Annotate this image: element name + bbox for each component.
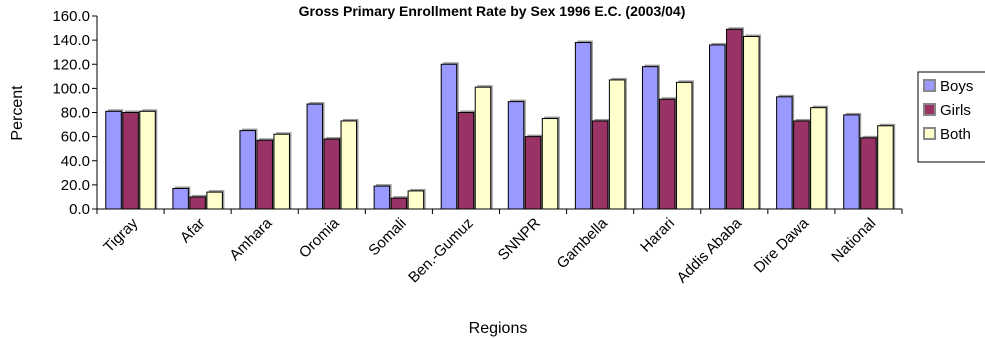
chart-title: Gross Primary Enrollment Rate by Sex 199… bbox=[299, 3, 686, 19]
bar-boys bbox=[641, 66, 659, 210]
bar-both bbox=[340, 120, 358, 210]
bar-boys bbox=[709, 44, 726, 210]
x-tick-label: Oromia bbox=[296, 214, 343, 261]
y-tick-label: 40.0 bbox=[61, 153, 90, 170]
y-tick-label: 120.0 bbox=[52, 56, 90, 73]
bar-boys bbox=[507, 101, 525, 210]
legend-swatch-boys bbox=[923, 79, 936, 92]
bar-boys bbox=[440, 63, 458, 210]
bar-girls bbox=[323, 138, 341, 210]
x-tick-label: Addis Ababa bbox=[674, 214, 746, 286]
bar-boys bbox=[574, 42, 592, 210]
bar-boys bbox=[306, 103, 324, 210]
y-tick-label: 140.0 bbox=[52, 32, 90, 49]
bar-both bbox=[474, 86, 492, 210]
x-tick-label: Amhara bbox=[226, 214, 276, 264]
bar-both bbox=[743, 36, 760, 210]
bar-both bbox=[407, 190, 425, 210]
bar-both bbox=[541, 118, 559, 210]
x-tick-label: Afar bbox=[177, 215, 208, 246]
y-tick-label: 20.0 bbox=[61, 177, 90, 194]
y-tick-label: 60.0 bbox=[61, 129, 90, 146]
x-tick-label: Somali bbox=[365, 215, 409, 259]
y-tick-label: 0.0 bbox=[69, 201, 90, 218]
bar-boys bbox=[843, 114, 860, 210]
bar-girls bbox=[390, 197, 408, 210]
bar-boys bbox=[239, 130, 256, 210]
x-axis-title: Regions bbox=[469, 320, 528, 337]
bar-girls bbox=[256, 139, 273, 210]
bar-both bbox=[608, 79, 626, 210]
bar-girls bbox=[860, 137, 877, 210]
y-tick-label: 80.0 bbox=[61, 105, 90, 122]
bar-both bbox=[206, 191, 223, 210]
legend-swatch-both bbox=[923, 127, 936, 140]
bar-both bbox=[877, 125, 894, 210]
bar-boys bbox=[105, 110, 122, 210]
bar-both bbox=[810, 107, 827, 210]
bar-both bbox=[273, 133, 290, 210]
x-tick-label: Harari bbox=[637, 215, 678, 256]
bar-boys bbox=[373, 185, 391, 210]
x-tick-label: Ben.-Gumuz bbox=[405, 215, 477, 287]
x-tick-label: SNNPR bbox=[495, 215, 544, 264]
bar-girls bbox=[122, 112, 139, 210]
legend-swatch-girls bbox=[923, 103, 936, 116]
bar-both bbox=[139, 110, 156, 210]
bar-boys bbox=[172, 187, 189, 210]
x-tick-label: Tigray bbox=[100, 214, 141, 255]
y-tick-label: 160.0 bbox=[52, 8, 90, 25]
legend-label-girls: Girls bbox=[940, 102, 971, 119]
bar-both bbox=[675, 81, 693, 210]
bar-girls bbox=[726, 28, 743, 210]
x-tick-label: National bbox=[828, 215, 879, 266]
legend-label-boys: Boys bbox=[940, 78, 973, 95]
bar-girls bbox=[591, 120, 609, 210]
y-tick-label: 100.0 bbox=[52, 80, 90, 97]
y-axis-title: Percent bbox=[9, 85, 26, 141]
bar-girls bbox=[457, 112, 475, 210]
bar-boys bbox=[776, 96, 793, 210]
legend: Boys Girls Both bbox=[917, 71, 985, 163]
legend-label-both: Both bbox=[940, 126, 971, 143]
bar-girls bbox=[658, 98, 676, 210]
x-tick-label: Dire Dawa bbox=[751, 214, 813, 276]
x-tick-label: Gambella bbox=[554, 214, 612, 272]
bar-girls bbox=[189, 196, 206, 210]
bar-girls bbox=[793, 120, 810, 210]
bar-girls bbox=[524, 136, 542, 210]
plot-area: 0.0 20.0 40.0 60.0 80.0 100.0 120.0 140.0 160.0 T… bbox=[52, 8, 903, 287]
